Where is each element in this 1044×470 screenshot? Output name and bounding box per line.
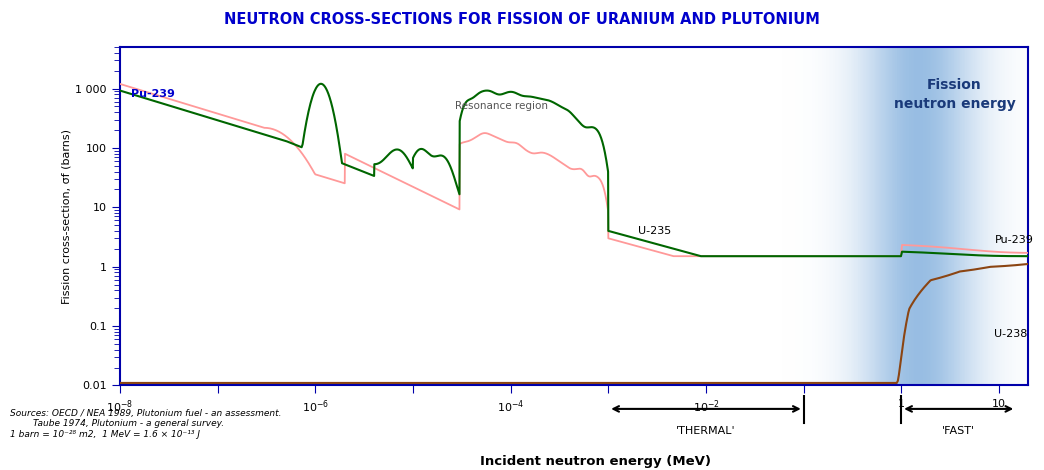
Text: 'THERMAL': 'THERMAL' (677, 426, 736, 436)
Text: Resonance region: Resonance region (455, 101, 548, 111)
Text: Incident neutron energy (MeV): Incident neutron energy (MeV) (479, 454, 711, 468)
Text: Pu-239: Pu-239 (132, 89, 175, 99)
Y-axis label: Fission cross-section, σf (barns): Fission cross-section, σf (barns) (62, 129, 71, 304)
Text: 'FAST': 'FAST' (942, 426, 975, 436)
Text: U-235: U-235 (638, 227, 671, 236)
Text: Sources: OECD / NEA 1989, Plutonium fuel - an assessment.
        Taube 1974, Pl: Sources: OECD / NEA 1989, Plutonium fuel… (10, 409, 282, 439)
Text: Pu-239: Pu-239 (995, 235, 1034, 245)
Text: Fission
neutron energy: Fission neutron energy (894, 78, 1016, 111)
Text: U-238: U-238 (995, 329, 1028, 339)
Text: NEUTRON CROSS-SECTIONS FOR FISSION OF URANIUM AND PLUTONIUM: NEUTRON CROSS-SECTIONS FOR FISSION OF UR… (224, 12, 820, 27)
